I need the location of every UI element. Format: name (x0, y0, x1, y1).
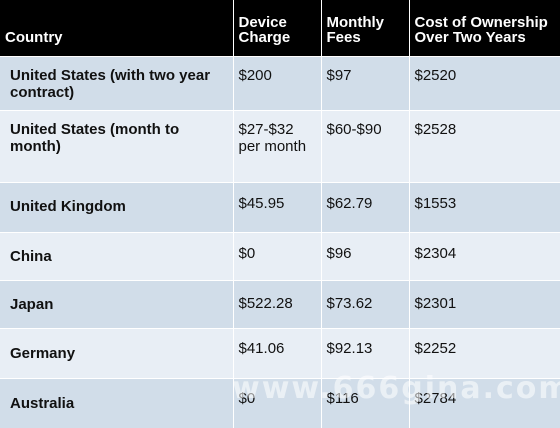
table-row: China $0 $96 $2304 (0, 231, 560, 280)
cost-cell: $2784 (408, 377, 560, 428)
monthly-fees-cell: $62.79 (320, 181, 409, 232)
country-cell: Australia (0, 377, 233, 428)
monthly-fees-cell: $116 (320, 377, 409, 428)
cost-cell: $1553 (408, 181, 560, 232)
device-charge-cell: $522.28 (232, 279, 321, 328)
country-cell: China (0, 231, 233, 280)
table-header: Country Device Charge Monthly Fees Cost … (0, 0, 560, 56)
monthly-fees-cell: $60-$90 (320, 109, 409, 182)
header-country: Country (5, 28, 63, 46)
cost-cell: $2528 (408, 109, 560, 182)
device-charge-cell: $45.95 (232, 181, 321, 232)
table-row: United States (month to month) $27-$32 p… (0, 109, 560, 182)
cost-cell: $2252 (408, 327, 560, 378)
header-cost-of-ownership: Cost of Ownership Over Two Years (408, 0, 560, 56)
monthly-fees-cell: $96 (320, 231, 409, 280)
table-row: Germany $41.06 $92.13 $2252 (0, 327, 560, 378)
header-monthly-fees: Monthly Fees (320, 0, 409, 56)
table-row: United Kingdom $45.95 $62.79 $1553 (0, 181, 560, 232)
cost-cell: $2301 (408, 279, 560, 328)
device-charge-cell: $0 (232, 377, 321, 428)
monthly-fees-cell: $92.13 (320, 327, 409, 378)
monthly-fees-cell: $73.62 (320, 279, 409, 328)
device-charge-cell: $200 (232, 55, 321, 110)
table-row: Japan $522.28 $73.62 $2301 (0, 279, 560, 328)
cost-cell: $2520 (408, 55, 560, 110)
device-charge-cell: $41.06 (232, 327, 321, 378)
country-cell: United States (with two year contract) (0, 55, 233, 110)
device-charge-cell: $0 (232, 231, 321, 280)
country-cell: United States (month to month) (0, 109, 233, 182)
country-cell: United Kingdom (0, 181, 233, 232)
cost-cell: $2304 (408, 231, 560, 280)
header-device-charge: Device Charge (232, 0, 321, 56)
header-row: Country Device Charge Monthly Fees Cost … (0, 0, 560, 56)
device-charge-cell: $27-$32 per month (232, 109, 321, 182)
country-cell: Japan (0, 279, 233, 328)
table-row: Australia $0 $116 $2784 (0, 377, 560, 428)
country-cell: Germany (0, 327, 233, 378)
monthly-fees-cell: $97 (320, 55, 409, 110)
table-row: United States (with two year contract) $… (0, 55, 560, 110)
table-body: United States (with two year contract) $… (0, 55, 560, 428)
